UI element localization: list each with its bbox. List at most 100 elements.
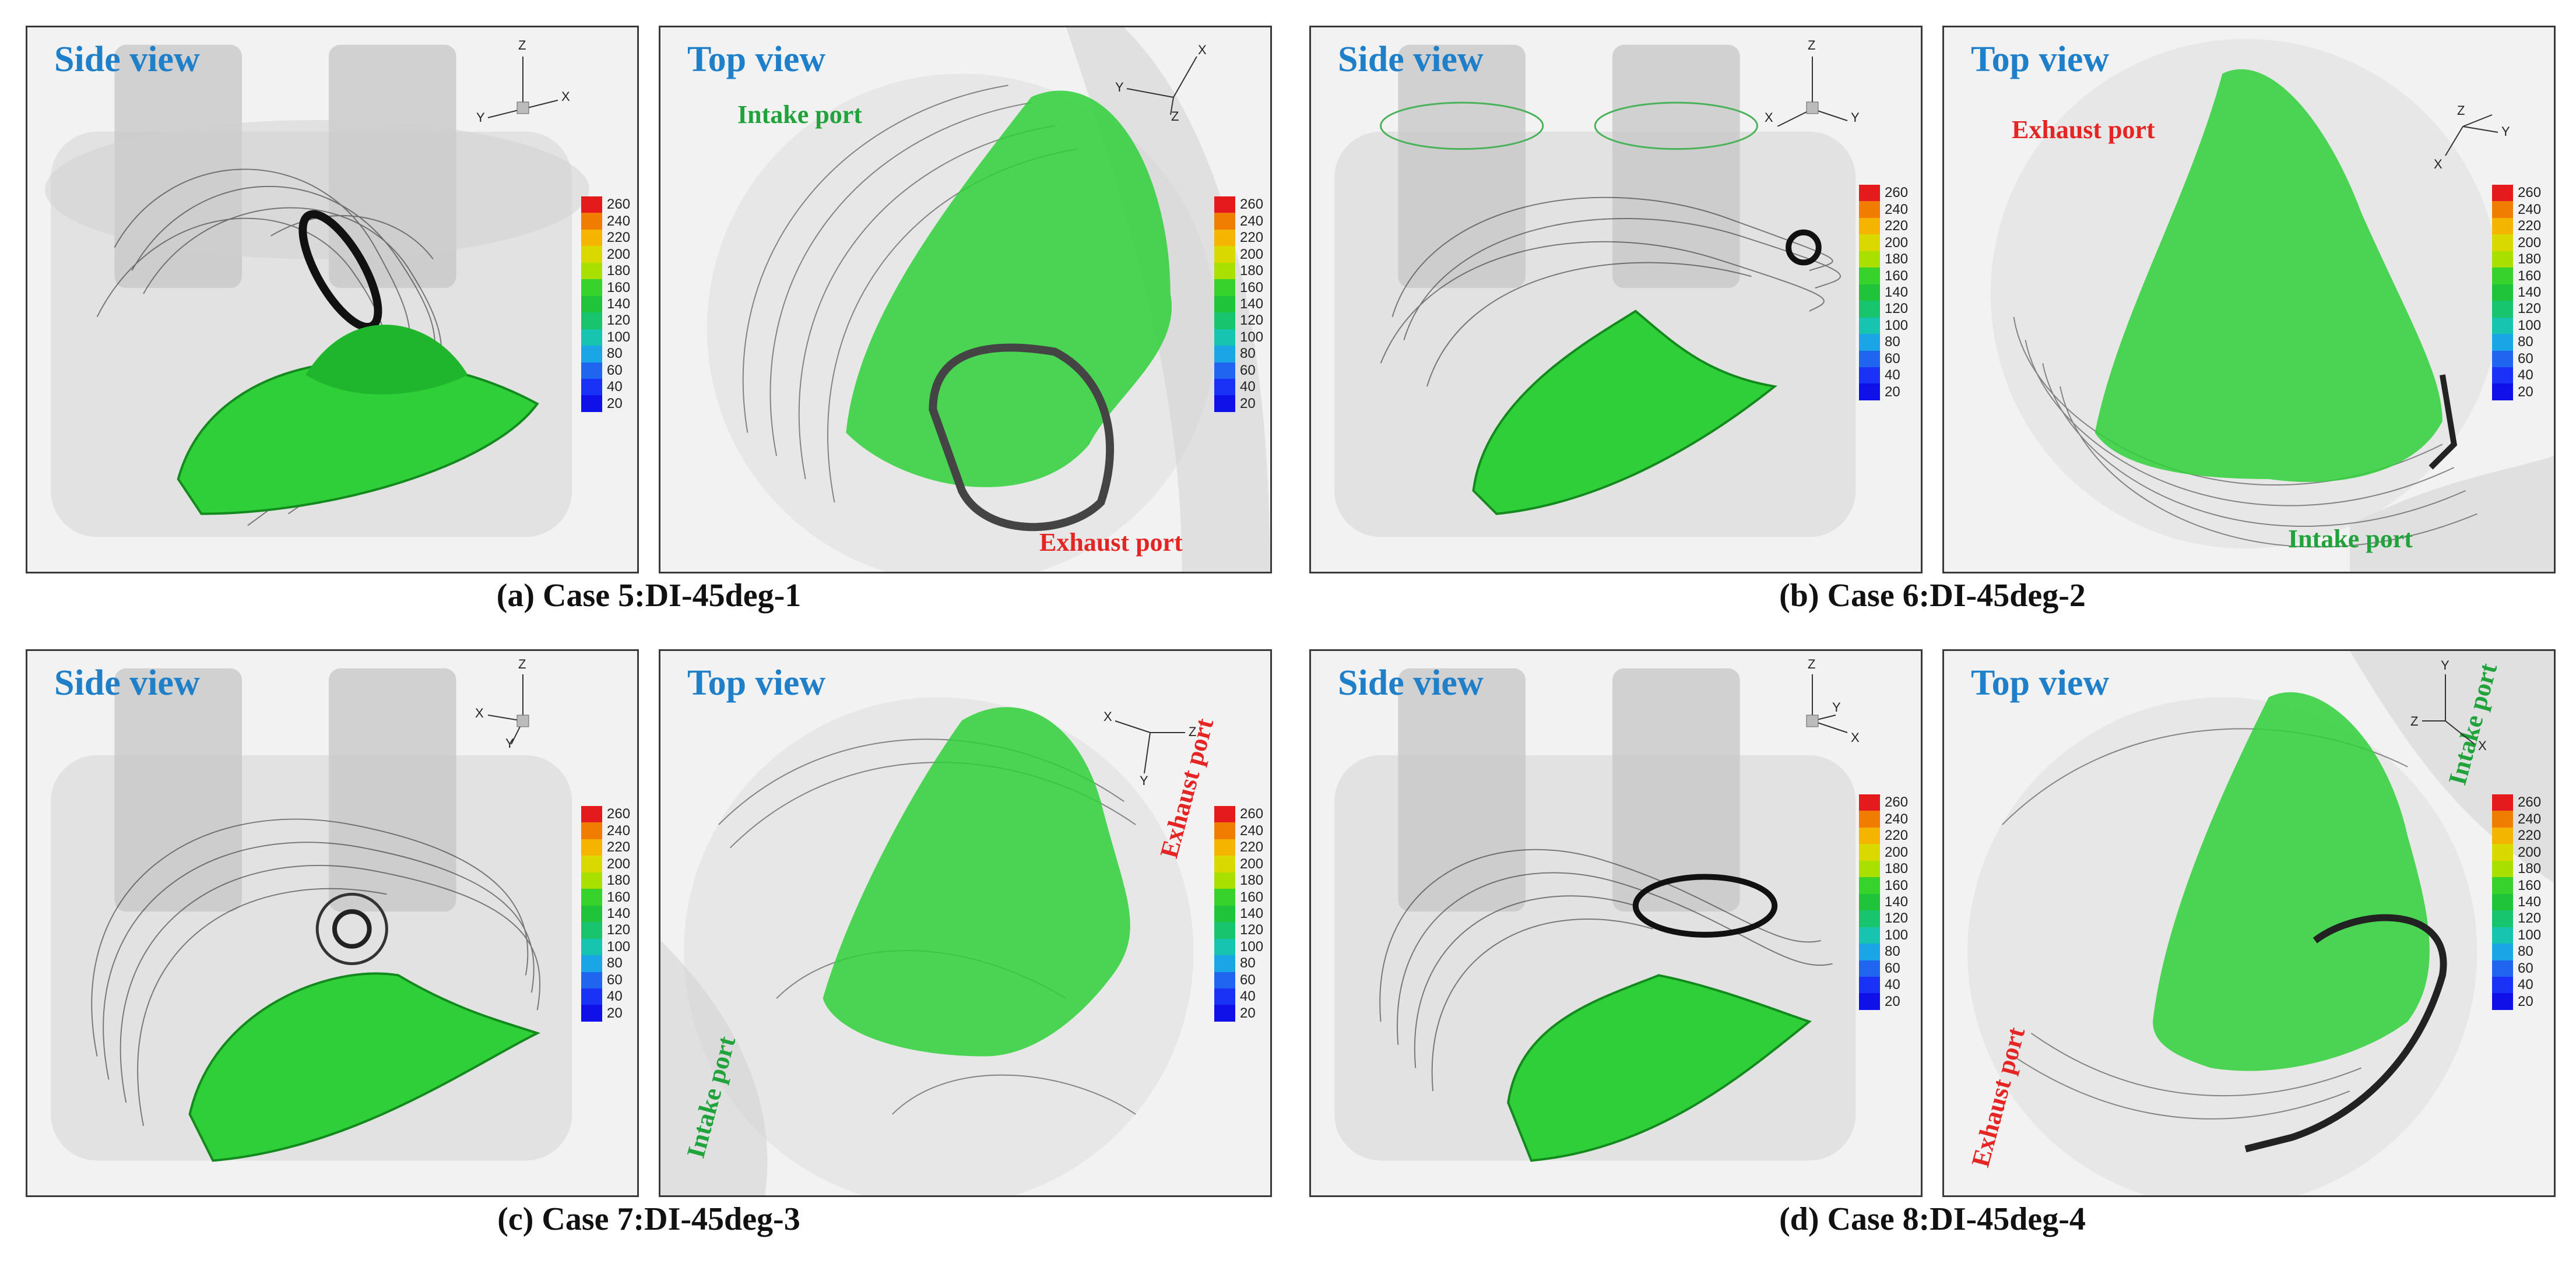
- colorbar-segment: [1859, 893, 1880, 911]
- colorbar-tick-label: 180: [1240, 263, 1264, 279]
- colorbar-tick-label: 200: [1885, 844, 1909, 860]
- colorbar-segment: [2492, 367, 2513, 384]
- axis-label: Z: [518, 657, 526, 671]
- colorbar: [1214, 806, 1235, 1022]
- colorbar-legend: 260 240 220 200 180 160 140 120 100 80 60 40 20: [2492, 794, 2554, 1010]
- colorbar-tick-label: 40: [607, 988, 623, 1005]
- view-title: Side view: [54, 40, 200, 79]
- colorbar-segment: [1214, 196, 1235, 213]
- caption-c: (c) Case 7:DI-45deg-3: [497, 1201, 800, 1237]
- axis-triad-icon: [1777, 57, 1848, 127]
- colorbar-tick-label: 160: [1885, 268, 1909, 284]
- colorbar-tick-label: 140: [1240, 296, 1264, 312]
- cfd-scene: [51, 668, 572, 1162]
- colorbar-segment: [581, 938, 602, 956]
- colorbar-segment: [1859, 284, 1880, 301]
- colorbar-segment: [1859, 960, 1880, 977]
- colorbar-tick-label: 100: [607, 938, 631, 955]
- colorbar-segment: [2492, 383, 2513, 400]
- colorbar-tick-label: 20: [1240, 395, 1256, 411]
- colorbar-tick-label: 120: [2518, 301, 2542, 317]
- colorbar-tick-label: 100: [1885, 927, 1909, 943]
- colorbar-tick-label: 180: [1885, 861, 1909, 877]
- colorbar-segment: [1859, 268, 1880, 284]
- colorbar-legend: 260 240 220 200 180 160 140 120 100 80 60 40 20: [581, 806, 637, 1022]
- colorbar-tick-label: 60: [1885, 960, 1900, 976]
- colorbar-segment: [1859, 976, 1880, 994]
- colorbar-legend: 260 240 220 200 180 160 140 120 100 80 60 40 20: [1859, 794, 1921, 1010]
- colorbar-tick-label: 40: [1240, 379, 1256, 395]
- colorbar-legend: 260 240 220 200 180 160 140 120 100 80 60 40 20: [1859, 185, 1921, 400]
- colorbar-segment: [2492, 860, 2513, 878]
- colorbar-segment: [1214, 806, 1235, 823]
- colorbar-segment: [2492, 794, 2513, 811]
- axis-triad: X Z Y: [1098, 698, 1208, 791]
- panel-c-top-view: Top view Intake port Exhaust port X Z Y …: [659, 649, 1272, 1197]
- colorbar-tick-label: 120: [2518, 910, 2542, 927]
- colorbar-tick-label: 60: [607, 972, 623, 988]
- axis-label: X: [475, 706, 484, 720]
- axis-label: X: [2478, 738, 2487, 753]
- caption-a: (a) Case 5:DI-45deg-1: [496, 578, 802, 614]
- colorbar-segment: [1859, 811, 1880, 828]
- colorbar: [581, 806, 602, 1022]
- view-title: Side view: [1338, 40, 1484, 79]
- colorbar-segment: [581, 972, 602, 988]
- colorbar-tick-label: 200: [607, 856, 631, 872]
- colorbar-tick-label: 120: [1240, 312, 1264, 329]
- colorbar-tick-label: 240: [1240, 822, 1264, 839]
- colorbar-tick-label: 80: [1885, 944, 1900, 960]
- colorbar-segment: [581, 872, 602, 889]
- colorbar-segment: [2492, 976, 2513, 994]
- axis-label: Z: [1808, 38, 1816, 52]
- intake-port-label: Intake port: [737, 100, 862, 129]
- colorbar-segment: [1859, 910, 1880, 927]
- axis-triad: Z Y X: [1760, 657, 1871, 750]
- colorbar-segment: [2492, 334, 2513, 351]
- cfd-scene: [1967, 651, 2554, 1195]
- colorbar-tick-label: 60: [2518, 350, 2533, 367]
- colorbar-tick-label: 140: [1240, 906, 1264, 921]
- colorbar-segment: [1214, 889, 1235, 906]
- colorbar-tick-label: 60: [1240, 362, 1256, 378]
- colorbar-segment: [1214, 246, 1235, 263]
- colorbar-tick-label: 140: [607, 296, 631, 312]
- axis-label: X: [1765, 110, 1773, 125]
- colorbar-tick-label: 20: [1885, 993, 1900, 1009]
- colorbar-tick-label: 160: [2518, 268, 2542, 284]
- colorbar-segment: [1214, 988, 1235, 1005]
- axis-label: Y: [2501, 124, 2510, 139]
- colorbar: [2492, 185, 2513, 400]
- colorbar-segment: [581, 329, 602, 346]
- colorbar-tick-label: 240: [1885, 811, 1909, 827]
- view-title: Top view: [1971, 40, 2110, 79]
- panel-d-top-view: Top view Intake port Exhaust port Y Z X …: [1942, 649, 2556, 1197]
- colorbar-tick-label: 100: [1240, 938, 1264, 955]
- cfd-scene: [1990, 38, 2554, 572]
- axis-triad: Z X Y: [1760, 33, 1871, 127]
- colorbar-tick-label: 60: [1240, 972, 1256, 988]
- colorbar-segment: [581, 312, 602, 329]
- colorbar-tick-label: 120: [607, 922, 631, 938]
- axis-label: Z: [2410, 714, 2419, 728]
- colorbar-tick-label: 20: [2518, 993, 2533, 1009]
- colorbar-tick-label: 220: [1240, 839, 1264, 856]
- colorbar-segment: [581, 822, 602, 839]
- axis-label: X: [1851, 730, 1860, 745]
- axis-label: Y: [1832, 700, 1841, 715]
- colorbar-segment: [581, 806, 602, 823]
- colorbar-segment: [1214, 839, 1235, 856]
- colorbar-tick-label: 140: [2518, 894, 2542, 910]
- colorbar-segment: [1859, 794, 1880, 811]
- colorbar-tick-label: 40: [607, 379, 623, 395]
- axis-triad-icon: [2422, 674, 2475, 745]
- colorbar-segment: [1214, 938, 1235, 956]
- exhaust-port-label: Exhaust port: [2012, 115, 2155, 144]
- colorbar-segment: [2492, 284, 2513, 301]
- colorbar-segment: [1859, 217, 1880, 235]
- colorbar-segment: [1214, 329, 1235, 346]
- colorbar-segment: [581, 196, 602, 213]
- colorbar-segment: [581, 213, 602, 230]
- colorbar-tick-label: 220: [607, 230, 631, 246]
- colorbar-segment: [1859, 317, 1880, 335]
